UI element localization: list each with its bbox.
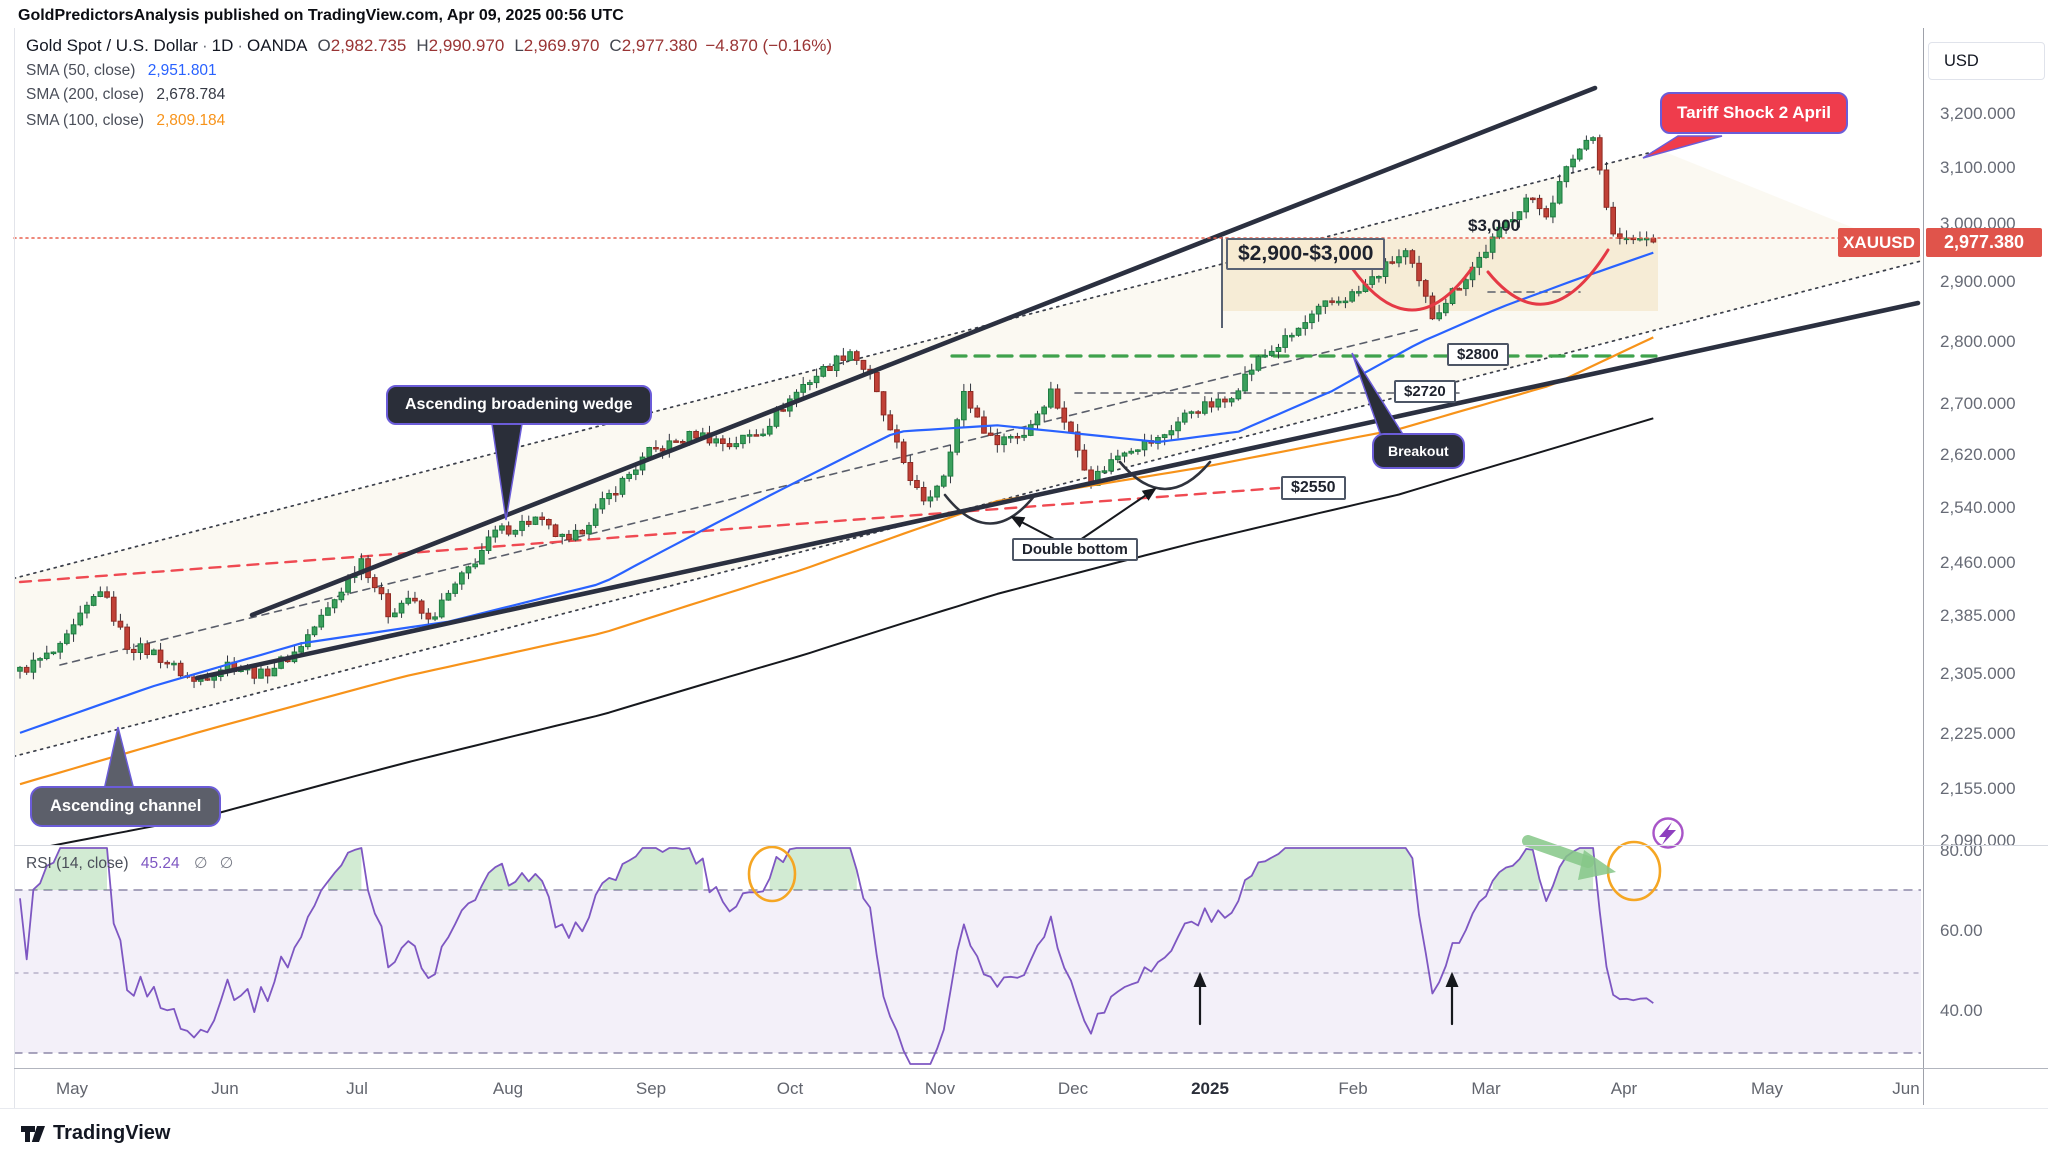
main-price-pane[interactable] <box>0 134 1921 852</box>
tradingview-logo-icon <box>21 1125 45 1142</box>
double-bottom-arrow-2 <box>1079 487 1157 541</box>
price-axis-tick: 2,700.000 <box>1940 393 2016 413</box>
rsi-axis-tick: 40.00 <box>1940 1001 1983 1020</box>
price-axis-tick: 2,540.000 <box>1940 498 2016 518</box>
level-2800-label[interactable]: $2800 <box>1447 343 1509 366</box>
double-bottom-label[interactable]: Double bottom <box>1012 538 1138 561</box>
time-axis-label: Oct <box>776 1079 804 1098</box>
price-axis-tick: 2,800.000 <box>1940 331 2016 351</box>
resistance-zone-label[interactable]: $2,900-$3,000 <box>1226 238 1386 270</box>
sma200-value: 2,678.784 <box>156 86 226 103</box>
ascending-broadening-wedge-callout[interactable]: Ascending broadening wedge <box>386 385 652 425</box>
price-axis-tick: 2,155.000 <box>1940 778 2016 798</box>
last-price-symbol-badge: XAUUSD <box>1838 228 1920 257</box>
change-value: −4.870 (−0.16%) <box>705 36 832 55</box>
candlestick-series <box>17 134 1657 689</box>
drawing-annotations[interactable] <box>13 85 1922 1026</box>
level-2550-label[interactable]: $2550 <box>1281 476 1346 500</box>
double-bottom-arrow-1 <box>1010 516 1057 541</box>
card-bottom-border <box>0 1108 2048 1109</box>
green-arrow <box>1578 850 1616 880</box>
rsi-line <box>19 847 1654 1065</box>
price-axis-tick: 3,100.000 <box>1940 158 2016 178</box>
rsi-legend-row[interactable]: RSI (14, close) 45.24 ∅ ∅ <box>26 854 233 873</box>
time-axis-label: Apr <box>1610 1079 1638 1098</box>
time-axis-label: Aug <box>492 1079 524 1098</box>
time-axis-label: Jul <box>346 1079 368 1098</box>
sma50-line <box>19 251 1654 734</box>
time-axis-label: May <box>55 1079 89 1098</box>
sma200-label: SMA (200, close) <box>26 86 145 103</box>
sma200-legend-row[interactable]: SMA (200, close) 2,678.784 <box>26 86 225 104</box>
time-axis-label: Feb <box>1338 1079 1368 1098</box>
tradingview-logo-text: TradingView <box>53 1122 171 1144</box>
pane-divider[interactable] <box>14 845 2048 846</box>
breakout-callout[interactable]: Breakout <box>1372 433 1465 469</box>
exchange-label: OANDA <box>247 36 308 55</box>
open-value: 2,982.735 <box>330 36 407 55</box>
high-label: H <box>416 36 429 55</box>
tradingview-logo[interactable]: TradingView <box>20 1122 170 1145</box>
open-label: O <box>317 36 331 55</box>
price-axis-tick: 2,620.000 <box>1940 445 2016 465</box>
time-axis-label: Jun <box>1892 1079 1920 1098</box>
high-value: 2,990.970 <box>428 36 505 55</box>
time-axis-label: Sep <box>635 1079 667 1098</box>
price-axis-tick: 2,385.000 <box>1940 605 2016 625</box>
price-axis-tick: 2,460.000 <box>1940 552 2016 572</box>
sma100-legend-row[interactable]: SMA (100, close) 2,809.184 <box>26 112 225 130</box>
time-axis-label: May <box>1750 1079 1784 1098</box>
sma100-value: 2,809.184 <box>156 112 226 129</box>
tariff-shock-callout[interactable]: Tariff Shock 2 April <box>1660 92 1848 134</box>
close-label: C <box>609 36 622 55</box>
rsi-empty-slot-2: ∅ <box>219 855 234 872</box>
rsi-empty-slot-1: ∅ <box>193 855 208 872</box>
last-price-value-badge: 2,977.380 <box>1926 228 2042 257</box>
time-axis-label: Jun <box>211 1079 239 1098</box>
legend-separator2: · <box>237 36 244 55</box>
rsi-axis-tick: 60.00 <box>1940 921 1983 940</box>
sma100-label: SMA (100, close) <box>26 112 145 129</box>
price-axis-tick: 2,900.000 <box>1940 271 2016 291</box>
low-label: L <box>514 36 524 55</box>
price-axis-border <box>1923 28 1924 1105</box>
rsi-pane[interactable] <box>14 847 1921 1065</box>
rsi-value: 45.24 <box>140 855 180 872</box>
currency-toggle-chip[interactable]: USD <box>1928 42 2045 80</box>
time-axis-divider <box>14 1068 2048 1069</box>
level-3000-label[interactable]: $3,000 <box>1468 216 1520 235</box>
level-2720-label[interactable]: $2720 <box>1394 380 1456 403</box>
rsi-axis-tick: 80.00 <box>1940 841 1983 860</box>
price-axis-tick: 3,200.000 <box>1940 103 2016 123</box>
sma50-value: 2,951.801 <box>147 62 217 79</box>
time-axis-label: 2025 <box>1191 1079 1229 1098</box>
symbol-title: Gold Spot / U.S. Dollar <box>26 36 198 55</box>
rsi-label: RSI (14, close) <box>26 855 129 872</box>
interval-label[interactable]: 1D <box>211 36 234 55</box>
legend-separator: · <box>201 36 208 55</box>
price-axis-tick: 2,305.000 <box>1940 663 2016 683</box>
close-value: 2,977.380 <box>621 36 698 55</box>
sma200-line <box>50 417 1654 845</box>
card-left-border <box>14 28 15 1108</box>
time-axis-label: Nov <box>924 1079 956 1098</box>
symbol-legend-row[interactable]: Gold Spot / U.S. Dollar · 1D · OANDA O2,982.7… <box>26 36 832 56</box>
low-value: 2,969.970 <box>523 36 600 55</box>
price-axis-tick: 2,225.000 <box>1940 724 2016 744</box>
sma50-legend-row[interactable]: SMA (50, close) 2,951.801 <box>26 62 217 80</box>
sma50-label: SMA (50, close) <box>26 62 136 79</box>
time-axis-label: Dec <box>1057 1079 1089 1098</box>
published-attribution-line: GoldPredictorsAnalysis published on Trad… <box>18 7 624 24</box>
time-axis-label: Mar <box>1471 1079 1501 1098</box>
rsi-overbought-circle-1 <box>747 845 797 903</box>
ascending-channel-callout[interactable]: Ascending channel <box>30 786 222 827</box>
